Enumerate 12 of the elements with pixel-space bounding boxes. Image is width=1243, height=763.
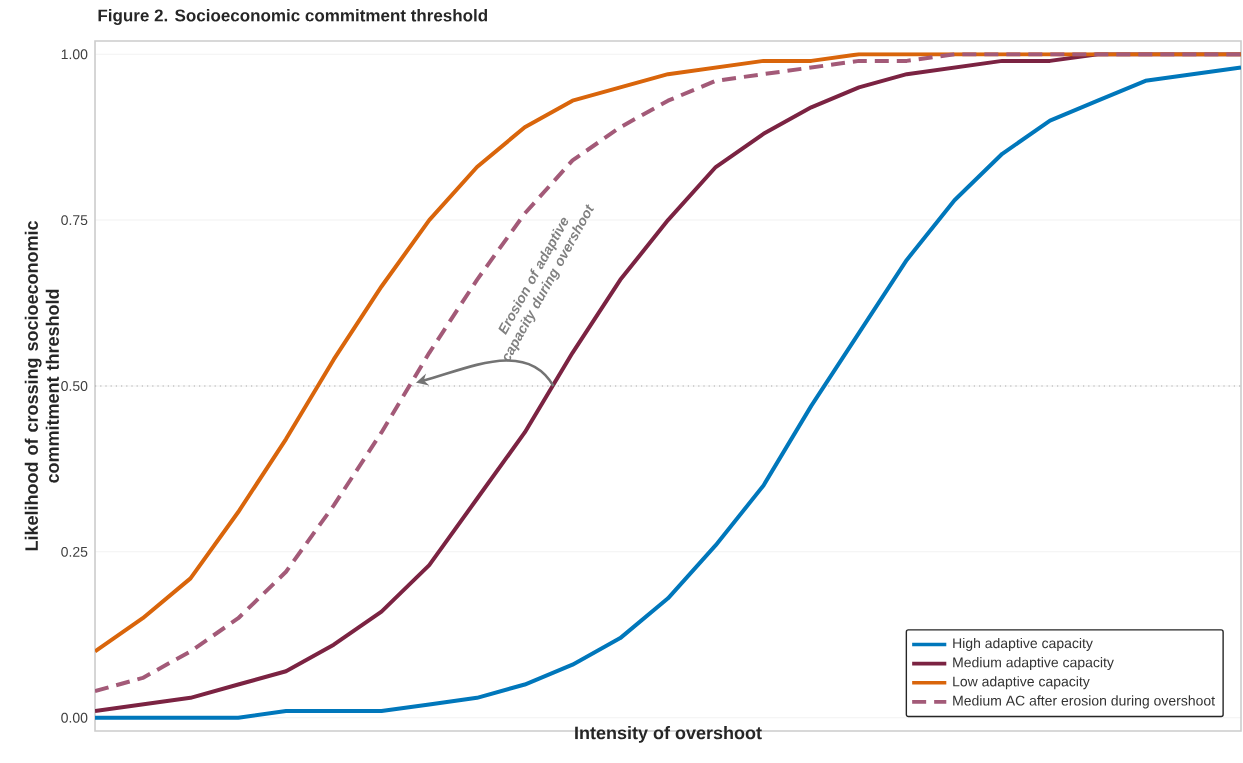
y-tick-label: 0.00 [61,712,88,723]
y-axis-title: Likelihood of crossing socioeconomic commitment threshold [24,220,59,551]
legend-label: Medium AC after erosion during overshoot [953,695,1215,709]
legend-label: High adaptive capacity [953,637,1093,651]
legend-label: Low adaptive capacity [953,676,1090,690]
chart-title: Figure 2. Socioeconomic commitment threshold [98,9,488,25]
x-axis-title: Intensity of overshoot [575,726,762,743]
y-tick-label: 0.25 [61,546,88,557]
y-tick-label: 1.00 [61,49,88,60]
legend-label: Medium adaptive capacity [953,657,1114,671]
y-tick-label: 0.50 [61,381,88,391]
y-tick-label: 0.75 [61,215,88,226]
